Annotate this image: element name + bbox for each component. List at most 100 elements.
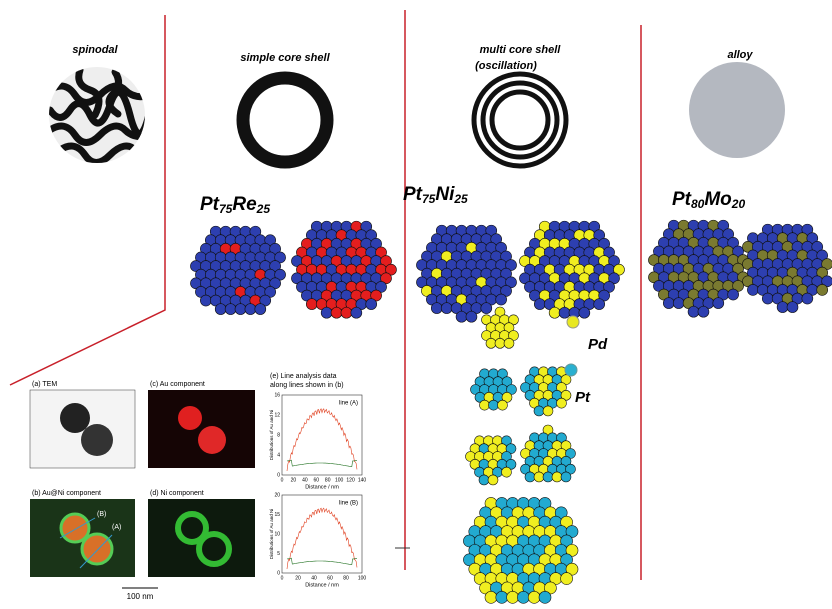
divider [9, 15, 166, 386]
y-axis-label: Distributions of Au and Ni [269, 509, 274, 560]
atom [501, 451, 512, 462]
atom [560, 374, 572, 385]
atom [487, 474, 499, 486]
atom [501, 376, 513, 387]
pd-swatch [566, 315, 580, 329]
atom [732, 280, 744, 292]
atom [558, 306, 571, 319]
x-tick-label: 100 [358, 575, 367, 581]
panel-label: (c) Au component [150, 381, 205, 388]
atom [542, 424, 554, 436]
y-tick-label: 20 [274, 492, 280, 498]
atom [505, 459, 517, 470]
subscript: 20 [731, 197, 746, 211]
atom [747, 284, 759, 296]
atom [360, 220, 373, 233]
panel-label: (b) Au@Ni component [32, 490, 101, 497]
y-tick-label: 5 [277, 551, 280, 557]
atom [565, 562, 579, 576]
atom [533, 298, 546, 310]
atom [565, 448, 576, 459]
atom [565, 463, 576, 475]
atom [517, 591, 530, 604]
atom [565, 525, 579, 538]
atom [484, 591, 498, 604]
plot-frame [281, 394, 363, 476]
atom [508, 314, 519, 326]
atom [214, 303, 227, 315]
ni-profile [286, 459, 358, 468]
x-tick-label: 40 [311, 575, 317, 581]
atom [717, 219, 730, 232]
atom [593, 298, 606, 310]
x-axis-label: Distance / nm [305, 484, 339, 490]
atom [479, 399, 490, 411]
atom [554, 506, 568, 520]
atom [503, 338, 515, 349]
atom [365, 298, 378, 310]
x-tick-label: 80 [343, 575, 349, 581]
atom [500, 250, 512, 263]
atom [497, 368, 508, 380]
panel-label: along lines shown in (b) [270, 382, 344, 389]
atom [505, 443, 517, 454]
atom [274, 268, 286, 281]
atom [556, 382, 567, 393]
atom [485, 224, 498, 237]
scan-line [59, 517, 96, 539]
atom [269, 277, 281, 290]
element: Mo [704, 189, 731, 210]
atom [385, 263, 397, 276]
atom [264, 286, 277, 298]
element: Pt [403, 184, 423, 205]
atom [560, 471, 572, 483]
panel-label: (a) TEM [32, 381, 57, 388]
atom [495, 591, 509, 604]
atom [538, 497, 552, 510]
au-image [148, 390, 255, 468]
core-shell-ring [236, 71, 334, 169]
atom [712, 297, 725, 309]
x-axis-label: Distance / nm [305, 582, 339, 588]
atom [603, 246, 615, 259]
subscript: 75 [422, 192, 436, 206]
atom [732, 262, 744, 275]
element: Pt [200, 194, 220, 215]
line-label: line (A) [339, 401, 358, 407]
atom [500, 267, 512, 280]
atom [494, 306, 506, 318]
atom [340, 306, 353, 319]
marker: (A) [112, 524, 121, 531]
atom [672, 297, 685, 309]
atom [588, 220, 601, 233]
spinodal-stripes [49, 67, 145, 163]
atom [560, 440, 572, 451]
atom [821, 258, 832, 270]
atom [490, 233, 503, 246]
formula: Pt80Mo20 [672, 189, 745, 211]
atom [501, 466, 512, 478]
atom [375, 246, 387, 259]
particle [178, 406, 202, 430]
marker: (B) [97, 511, 106, 518]
atom [269, 243, 281, 255]
atom [816, 249, 829, 262]
panel-label: (e) Line analysis data [270, 373, 337, 380]
x-tick-label: 140 [358, 477, 367, 483]
ni-profile [286, 557, 358, 566]
atom [811, 241, 824, 253]
atom [501, 435, 512, 447]
atom [305, 298, 318, 310]
atom [544, 581, 557, 595]
subscript: 80 [691, 197, 705, 211]
x-tick-label: 60 [327, 575, 333, 581]
atom [494, 338, 506, 349]
au-profile [286, 507, 358, 570]
line-label: line (B) [339, 501, 358, 507]
atom [503, 322, 515, 333]
atom [485, 338, 497, 349]
x-tick-label: 0 [281, 575, 284, 581]
atom [551, 471, 563, 483]
atom [801, 223, 814, 236]
